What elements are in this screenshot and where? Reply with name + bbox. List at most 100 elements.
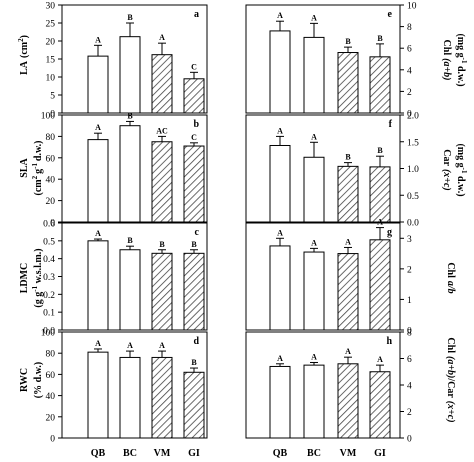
significance-label: A bbox=[95, 123, 101, 132]
significance-label: A bbox=[311, 132, 317, 141]
x-category-vm: VM bbox=[154, 448, 171, 459]
significance-label: C bbox=[191, 62, 197, 71]
panel-letter: d bbox=[193, 336, 199, 347]
bar-vm bbox=[337, 52, 359, 114]
significance-label: B bbox=[345, 153, 351, 162]
bar-bc bbox=[303, 251, 325, 331]
bar-vm bbox=[337, 253, 359, 331]
y-tick-label: 5 bbox=[50, 92, 55, 102]
significance-label: B bbox=[127, 111, 133, 120]
significance-label: A bbox=[277, 126, 283, 135]
y-tick-label: 0 bbox=[407, 435, 412, 445]
x-category-gi: GI bbox=[374, 448, 386, 459]
y-tick-label: 0 bbox=[50, 435, 55, 445]
significance-label: A bbox=[277, 228, 283, 237]
y-tick-label: 0.5 bbox=[407, 192, 419, 202]
ylabel-panel-a: LA(cm2) bbox=[17, 35, 30, 75]
panel-letter: h bbox=[386, 336, 392, 347]
bar-qb bbox=[87, 240, 109, 331]
y-tick-label: 0 bbox=[50, 219, 55, 229]
significance-label: B bbox=[127, 236, 133, 245]
y-tick-label: 8 bbox=[407, 23, 412, 33]
y-tick-label: 0.0 bbox=[407, 219, 419, 229]
y-tick-label: 100 bbox=[41, 112, 56, 122]
y-tick-label: 1.5 bbox=[407, 138, 419, 148]
ylabel-panel-c: LDMC bbox=[19, 263, 30, 294]
panel-letter: e bbox=[388, 9, 393, 20]
ylabel-panel-g: Chla/b bbox=[445, 262, 456, 293]
panel-f: 0.0 0.5 1.0 1.5 2.0 A A B Bf bbox=[245, 112, 419, 229]
y-tick-label: 10 bbox=[407, 2, 417, 12]
y-tick-label: 0.0 bbox=[43, 327, 55, 337]
significance-label: A bbox=[159, 33, 165, 42]
ylabel-panel-d: RWC bbox=[19, 368, 30, 392]
significance-label: A bbox=[95, 229, 101, 238]
bar-bc bbox=[119, 249, 141, 331]
bar-bc bbox=[303, 156, 325, 223]
ylabel-panel-f-unit: (mg g-1 d.w.) bbox=[455, 143, 468, 196]
panel-b: 0 20 40 60 80 100 A B AC Cb bbox=[41, 111, 208, 229]
y-tick-label: 2 bbox=[407, 265, 412, 275]
bar-gi bbox=[183, 252, 205, 331]
y-tick-label: 15 bbox=[46, 56, 56, 66]
significance-label: B bbox=[191, 240, 197, 249]
y-tick-label: 0.1 bbox=[43, 309, 55, 319]
significance-label: A bbox=[277, 11, 283, 20]
y-tick-label: 0.3 bbox=[43, 273, 55, 283]
y-tick-label: 4 bbox=[407, 382, 412, 392]
y-tick-label: 0.4 bbox=[43, 255, 55, 265]
bar-qb bbox=[269, 245, 291, 331]
y-tick-label: 8 bbox=[407, 329, 412, 339]
y-tick-label: 25 bbox=[46, 20, 56, 30]
y-tick-label: 0 bbox=[407, 110, 412, 120]
bar-gi bbox=[183, 145, 205, 223]
y-tick-label: 0.6 bbox=[43, 220, 55, 230]
panel-a: 0 5 10 15 20 25 30 A B A Ca bbox=[46, 2, 208, 120]
bar-vm bbox=[151, 54, 173, 114]
y-tick-label: 0 bbox=[407, 327, 412, 337]
y-tick-label: 100 bbox=[41, 329, 56, 339]
y-tick-label: 60 bbox=[46, 371, 56, 381]
significance-label: A bbox=[95, 339, 101, 348]
x-category-bc: BC bbox=[123, 448, 137, 459]
ylabel-panel-b-unit: (cm2g-1d.w.) bbox=[31, 140, 44, 195]
x-category-labels: QB BC VM GI QB BC VM GI bbox=[91, 448, 386, 459]
ylabel-panel-f: Car(x+c) bbox=[441, 149, 452, 190]
bar-vm bbox=[337, 363, 359, 439]
y-tick-label: 20 bbox=[46, 413, 56, 423]
significance-label: A bbox=[95, 35, 101, 44]
bar-qb bbox=[269, 30, 291, 114]
ylabel-panel-e-unit: (mg g-1 d.w.) bbox=[455, 33, 468, 86]
significance-label: A bbox=[277, 354, 283, 363]
significance-label: A bbox=[311, 352, 317, 361]
y-tick-label: 40 bbox=[46, 392, 56, 402]
x-category-qb: QB bbox=[91, 448, 106, 459]
y-tick-label: 80 bbox=[46, 350, 56, 360]
panel-e: 0 2 4 6 8 10 A A B Be bbox=[245, 2, 417, 120]
y-tick-label: 6 bbox=[407, 45, 412, 55]
bar-gi bbox=[369, 56, 391, 114]
significance-label: A bbox=[311, 238, 317, 247]
panel-letter: a bbox=[194, 9, 199, 20]
y-tick-label: 0 bbox=[50, 110, 55, 120]
panel-c: 0.0 0.1 0.2 0.3 0.4 0.5 0.6 A B B Bc bbox=[43, 220, 208, 337]
significance-label: B bbox=[345, 37, 351, 46]
y-tick-label: 0.5 bbox=[43, 237, 55, 247]
bar-qb bbox=[87, 55, 109, 114]
significance-label: B bbox=[377, 146, 383, 155]
significance-label: B bbox=[377, 34, 383, 43]
bar-vm bbox=[151, 356, 173, 439]
panel-g: 0 1 2 3 A A A Ag bbox=[245, 218, 412, 337]
ylabel-panel-d-unit: (% d.w.) bbox=[33, 362, 44, 398]
bar-gi bbox=[183, 371, 205, 439]
ylabel-panel-e: Chl(a+b) bbox=[441, 40, 452, 81]
y-tick-label: 1.0 bbox=[407, 165, 419, 175]
panel-h: 0 2 4 6 8 A A A Ah bbox=[245, 329, 412, 445]
y-tick-label: 6 bbox=[407, 355, 412, 365]
y-tick-label: 20 bbox=[46, 38, 56, 48]
bar-qb bbox=[269, 365, 291, 439]
bar-gi bbox=[369, 166, 391, 223]
bar-bc bbox=[119, 356, 141, 439]
